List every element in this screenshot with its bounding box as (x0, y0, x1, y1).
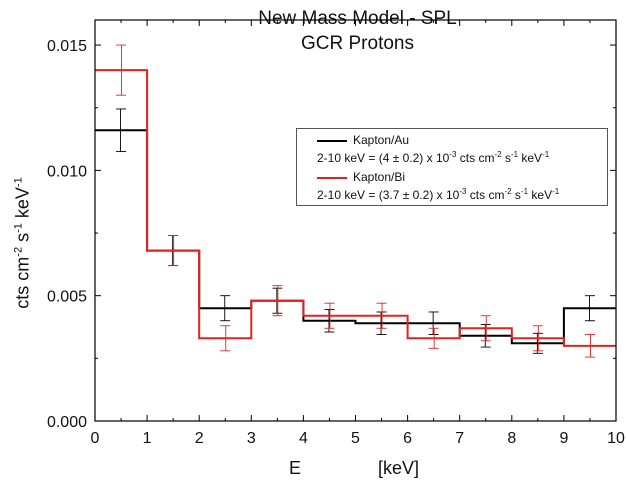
x-tick-label: 9 (559, 430, 568, 447)
legend: Kapton/Au 2-10 keV = (4 ± 0.2) x 10-3 ct… (296, 128, 608, 206)
x-tick-label: 2 (195, 430, 204, 447)
x-tick-label: 7 (455, 430, 464, 447)
y-axis-label: cts cm-2 s-1 keV-1 (12, 177, 33, 309)
y-tick-label: 0.005 (47, 289, 87, 306)
legend-swatch-kapton-bi (317, 176, 347, 179)
plot-frame (94, 19, 617, 422)
x-tick-label: 8 (507, 430, 516, 447)
legend-label-kapton-au: Kapton/Au (353, 133, 410, 147)
legend-entry-kapton-bi: Kapton/Bi (297, 168, 405, 186)
x-tick-label: 1 (143, 430, 152, 447)
x-tick-label: 6 (403, 430, 412, 447)
legend-swatch-kapton-au (317, 139, 347, 142)
y-tick-label: 0.015 (47, 38, 87, 55)
legend-note-kapton-bi: 2-10 keV = (3.7 ± 0.2) x 10-3 cts cm-2 s… (317, 187, 560, 202)
chart-subtitle: GCR Protons (301, 33, 414, 54)
legend-label-kapton-bi: Kapton/Bi (353, 170, 406, 184)
legend-note-kapton-au: 2-10 keV = (4 ± 0.2) x 10-3 cts cm-2 s-1… (317, 150, 550, 165)
x-axis-label-symbol: E (289, 458, 302, 478)
legend-entry-kapton-au: Kapton/Au (297, 131, 409, 149)
y-tick-label: 0.000 (47, 414, 87, 431)
step-line-kapton-bi (95, 69, 616, 347)
y-tick-label: 0.010 (47, 163, 87, 180)
x-tick-label: 4 (299, 430, 308, 447)
x-tick-label: 10 (607, 430, 625, 447)
x-tick-label: 0 (91, 430, 100, 447)
x-tick-label: 5 (351, 430, 360, 447)
x-tick-label: 3 (247, 430, 256, 447)
x-axis-label-unit: [keV] (378, 458, 420, 478)
